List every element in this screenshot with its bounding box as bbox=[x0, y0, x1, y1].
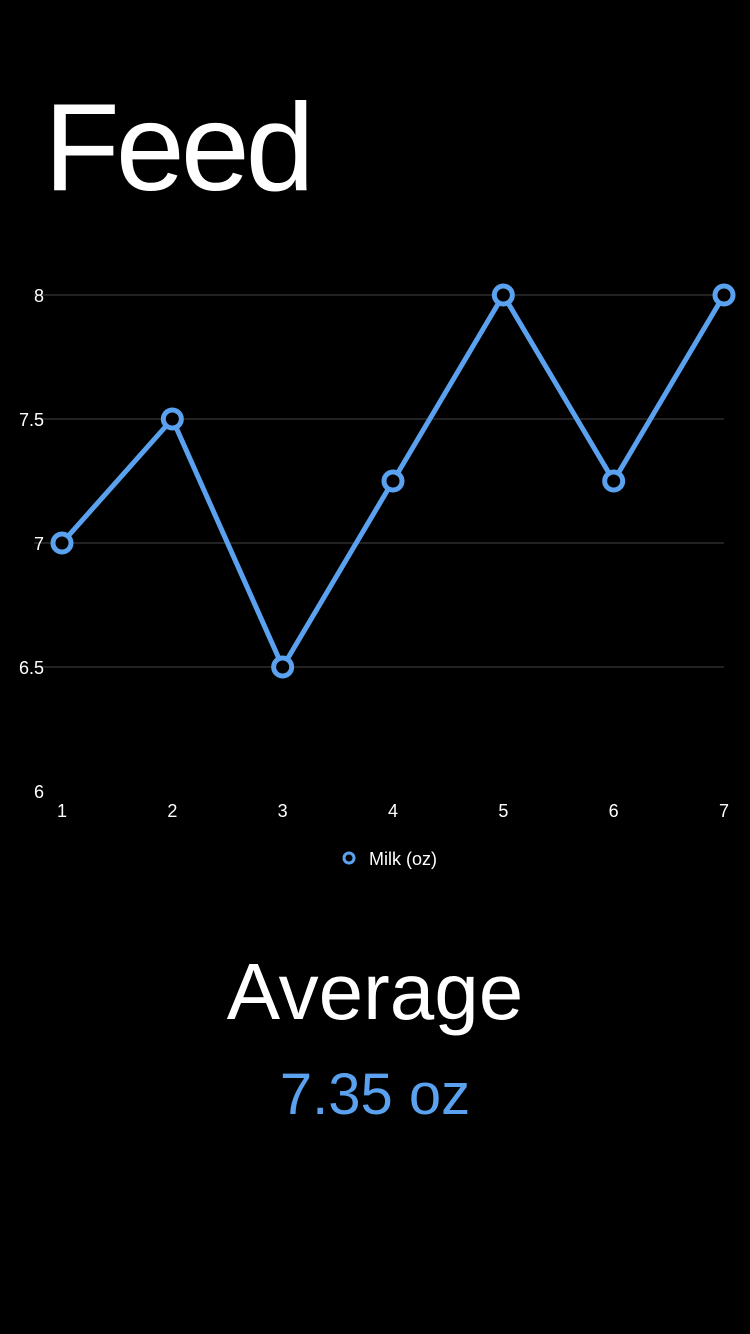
page-title: Feed bbox=[44, 79, 315, 217]
data-point bbox=[271, 655, 295, 679]
chart-legend: Milk (oz) bbox=[342, 849, 437, 869]
milk-line-chart: 6 6.5 7 7.5 8 1 2 3 4 5 6 7 Milk (oz) bbox=[19, 283, 736, 869]
y-tick-label: 6.5 bbox=[19, 658, 44, 678]
legend-label: Milk (oz) bbox=[369, 849, 437, 869]
average-label: Average bbox=[226, 947, 524, 1036]
x-tick-label: 1 bbox=[57, 801, 67, 821]
data-point bbox=[50, 531, 74, 555]
x-tick-label: 2 bbox=[167, 801, 177, 821]
legend-marker bbox=[342, 851, 356, 865]
x-tick-label: 7 bbox=[719, 801, 729, 821]
average-value: 7.35 oz bbox=[279, 1062, 471, 1127]
x-tick-label: 5 bbox=[498, 801, 508, 821]
data-point bbox=[712, 283, 736, 307]
data-point bbox=[491, 283, 515, 307]
y-tick-label: 8 bbox=[34, 286, 44, 306]
x-tick-label: 6 bbox=[609, 801, 619, 821]
y-tick-label: 6 bbox=[34, 782, 44, 802]
x-axis-ticks: 1 2 3 4 5 6 7 bbox=[57, 801, 729, 821]
series-milk bbox=[50, 283, 736, 679]
y-tick-label: 7.5 bbox=[19, 410, 44, 430]
data-point bbox=[160, 407, 184, 431]
y-axis-ticks: 6 6.5 7 7.5 8 bbox=[19, 286, 44, 802]
data-point bbox=[602, 469, 626, 493]
y-tick-label: 7 bbox=[34, 534, 44, 554]
data-point bbox=[381, 469, 405, 493]
grid-lines bbox=[34, 294, 724, 668]
x-tick-label: 3 bbox=[278, 801, 288, 821]
x-tick-label: 4 bbox=[388, 801, 398, 821]
